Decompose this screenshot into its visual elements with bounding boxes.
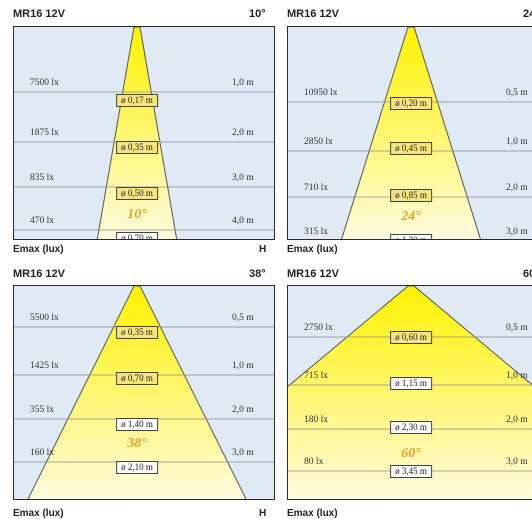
emax-lux-value: 355 lx — [30, 405, 55, 415]
beam-frame: 5500 lx 0,5 m ø 0,35 m 1425 lx 1,0 m ø 0,70 m… — [13, 285, 275, 500]
emax-axis-label: Emax (lux) — [13, 508, 64, 519]
beam-diameter-label: ø 1,40 m — [116, 418, 158, 431]
emax-lux-value: 1425 lx — [30, 361, 59, 371]
emax-lux-value: 715 lx — [304, 371, 329, 381]
emax-lux-value: 180 lx — [304, 415, 329, 425]
emax-lux-value: 10950 lx — [304, 88, 338, 98]
beam-diameter-label: ø 0,17 m — [116, 94, 158, 107]
beam-cone — [288, 286, 532, 499]
distance-value: 1,0 m — [506, 371, 528, 381]
emax-lux-value: 835 lx — [30, 173, 55, 183]
beam-diameter-label: ø 0,60 m — [390, 331, 432, 344]
emax-lux-value: 5500 lx — [30, 313, 59, 323]
beam-angle-label: 38° — [127, 436, 147, 451]
panel-angle-header: 60 — [523, 268, 532, 280]
emax-axis-label: Emax (lux) — [287, 508, 338, 519]
height-axis-label: H — [259, 508, 267, 519]
emax-lux-value: 470 lx — [30, 216, 55, 226]
beam-diameter-label: ø 0,70 m — [116, 232, 158, 239]
panel-model-title: MR16 12V — [13, 268, 65, 280]
distance-value: 1,0 m — [232, 78, 254, 88]
distance-value: 2,0 m — [506, 183, 528, 193]
beam-diameter-label: ø 0,45 m — [390, 142, 432, 155]
emax-lux-value: 160 lx — [30, 448, 55, 458]
beam-frame: 10950 lx 0,5 m ø 0,20 m 2850 lx 1,0 m ø 0,45 … — [287, 26, 532, 240]
emax-lux-value: 710 lx — [304, 183, 329, 193]
beam-angle-label: 24° — [401, 209, 421, 224]
panel-angle-header: 10° — [249, 8, 266, 20]
distance-value: 2,0 m — [506, 415, 528, 425]
distance-value: 3,0 m — [232, 448, 254, 458]
distance-value: 0,5 m — [506, 323, 528, 333]
beam-cone — [96, 27, 178, 239]
panel-model-title: MR16 12V — [13, 8, 65, 20]
distance-value: 3,0 m — [506, 227, 528, 237]
distance-value: 1,0 m — [506, 137, 528, 147]
beam-diameter-label: ø 0,20 m — [390, 97, 432, 110]
emax-lux-value: 1875 lx — [30, 128, 59, 138]
beam-diameter-label: ø 3,45 m — [390, 465, 432, 478]
emax-lux-value: 7500 lx — [30, 78, 59, 88]
beam-diameter-label: ø 2,30 m — [390, 421, 432, 434]
beam-frame: 2750 lx 0,5 m ø 0,60 m 715 lx 1,0 m ø 1,15 m 1… — [287, 285, 532, 500]
emax-axis-label: Emax (lux) — [287, 244, 338, 255]
emax-lux-value: 2750 lx — [304, 323, 333, 333]
distance-value: 4,0 m — [232, 216, 254, 226]
beam-cone-graphic — [14, 27, 274, 239]
height-axis-label: H — [259, 244, 267, 255]
distance-value: 2,0 m — [232, 128, 254, 138]
distance-value: 0,5 m — [506, 88, 528, 98]
beam-diameter-label: ø 0,35 m — [116, 141, 158, 154]
emax-lux-value: 315 lx — [304, 227, 329, 237]
distance-value: 2,0 m — [232, 405, 254, 415]
emax-axis-label: Emax (lux) — [13, 244, 64, 255]
distance-value: 3,0 m — [506, 457, 528, 467]
beam-diameter-label: ø 0,35 m — [116, 326, 158, 339]
beam-angle-label: 10° — [127, 207, 147, 222]
beam-diameter-label: ø 2,10 m — [116, 461, 158, 474]
beam-angle-label: 60° — [401, 446, 421, 461]
panel-angle-header: 38° — [249, 268, 266, 280]
beam-diameter-label: ø 0,70 m — [116, 372, 158, 385]
beam-diameter-label: ø 0,50 m — [116, 187, 158, 200]
beam-cone — [27, 286, 247, 499]
beam-diameter-label: ø 1,30 m — [390, 234, 432, 239]
panel-model-title: MR16 12V — [287, 268, 339, 280]
panel-model-title: MR16 12V — [287, 8, 339, 20]
emax-lux-value: 2850 lx — [304, 137, 333, 147]
distance-value: 0,5 m — [232, 313, 254, 323]
panel-angle-header: 24 — [523, 8, 532, 20]
emax-lux-value: 80 lx — [304, 457, 324, 467]
distance-value: 1,0 m — [232, 361, 254, 371]
beam-diameter-label: ø 0,85 m — [390, 189, 432, 202]
beam-frame: 7500 lx 1,0 m ø 0,17 m 1875 lx 2,0 m ø 0,35 m… — [13, 26, 275, 240]
beam-cone — [341, 27, 481, 239]
distance-value: 3,0 m — [232, 173, 254, 183]
beam-diameter-label: ø 1,15 m — [390, 377, 432, 390]
